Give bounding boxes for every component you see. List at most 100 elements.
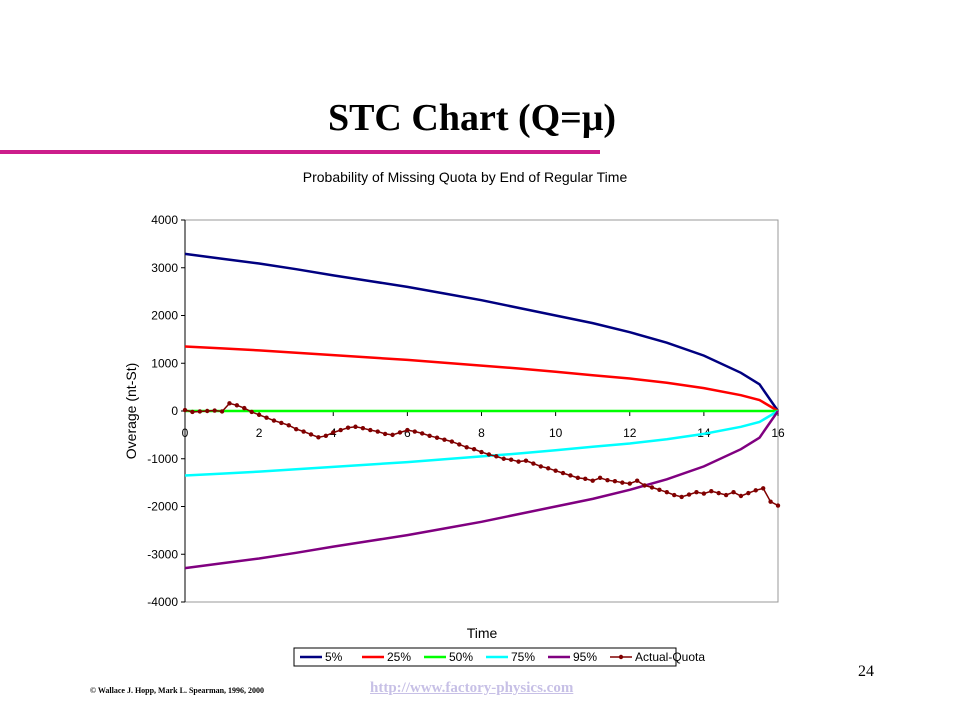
data-point <box>464 445 469 450</box>
series-line-25- <box>184 345 779 413</box>
data-point <box>264 415 269 420</box>
data-point <box>664 489 670 495</box>
data-point <box>382 431 388 437</box>
slide-title-symbol: μ <box>581 97 604 139</box>
data-point <box>634 478 640 483</box>
data-point <box>694 489 699 495</box>
data-point <box>709 489 714 494</box>
data-point <box>760 486 766 491</box>
data-point <box>553 468 558 473</box>
data-point <box>279 420 284 426</box>
legend-label: 25% <box>387 650 411 664</box>
chart-title: Probability of Missing Quota by End of R… <box>303 169 628 185</box>
legend-box <box>293 647 677 667</box>
data-point <box>449 439 455 444</box>
y-tick-label: 3000 <box>151 261 178 275</box>
data-point <box>442 437 447 442</box>
data-point <box>197 409 203 414</box>
data-point <box>316 435 321 440</box>
y-axis: 4000 3000 2000 1000 0 -1000 -2000 -3000 -4000 <box>147 213 186 609</box>
data-point <box>368 427 373 433</box>
data-point <box>531 461 536 466</box>
data-point <box>353 424 358 429</box>
data-point <box>753 488 758 493</box>
series-line-75- <box>184 409 779 477</box>
data-point <box>397 430 403 435</box>
y-tick-label: 1000 <box>151 356 178 370</box>
data-point <box>605 478 610 483</box>
data-point <box>182 407 188 413</box>
data-point <box>538 464 543 469</box>
data-point <box>523 458 529 463</box>
data-point <box>590 478 595 483</box>
slide-title-prefix: STC Chart (Q= <box>327 97 582 139</box>
data-point <box>301 429 306 434</box>
data-point <box>612 478 618 484</box>
data-point <box>620 480 625 485</box>
data-point <box>219 409 225 414</box>
website-link[interactable]: http://www.factory-physics.com <box>370 680 574 696</box>
data-point <box>775 503 781 508</box>
legend-label: 75% <box>511 650 535 664</box>
data-point <box>516 459 521 464</box>
data-point <box>190 409 195 415</box>
data-point <box>405 427 410 433</box>
data-point <box>716 490 721 496</box>
x-tick-label: 0 <box>182 426 189 440</box>
data-point <box>679 494 684 500</box>
data-point <box>738 493 744 499</box>
data-point <box>568 473 573 478</box>
data-point <box>701 491 707 496</box>
data-point <box>575 475 581 481</box>
data-point <box>331 430 336 435</box>
data-point <box>390 432 395 438</box>
legend-label: 95% <box>573 650 597 664</box>
data-point <box>657 487 662 492</box>
data-point <box>501 456 506 461</box>
legend-marker <box>618 654 624 660</box>
legend-label: 50% <box>449 650 473 664</box>
legend-label: 5% <box>325 650 343 664</box>
data-point <box>308 432 314 437</box>
y-tick-label: -1000 <box>147 452 178 466</box>
x-tick-label: 8 <box>478 426 485 440</box>
data-point <box>746 490 751 496</box>
slide-title-suffix: ) <box>603 97 617 139</box>
data-point <box>293 426 299 432</box>
data-point <box>672 492 677 498</box>
data-point <box>227 401 232 406</box>
data-point <box>649 485 655 490</box>
copyright-text: © Wallace J. Hopp, Mark L. Spearman, 199… <box>90 686 265 695</box>
x-tick-label: 2 <box>256 426 263 440</box>
data-point <box>212 408 217 413</box>
x-axis-label: Time <box>467 625 498 641</box>
series-line-5- <box>184 252 780 412</box>
data-point <box>686 492 692 497</box>
data-point <box>508 457 514 462</box>
data-point <box>546 466 551 471</box>
series-layer <box>182 252 781 570</box>
x-tick-label: 12 <box>623 426 637 440</box>
data-point <box>242 405 247 411</box>
data-point <box>560 470 566 476</box>
data-point <box>479 449 484 455</box>
data-point <box>249 409 254 415</box>
data-point <box>412 429 417 434</box>
legend-label: Actual-Quota <box>635 650 705 664</box>
data-point <box>627 481 632 486</box>
x-tick-label: 6 <box>404 426 411 440</box>
data-point <box>338 427 343 433</box>
data-point <box>731 489 736 495</box>
data-point <box>234 403 240 408</box>
data-point <box>420 431 425 436</box>
page-number: 24 <box>858 663 874 680</box>
data-point <box>597 475 603 481</box>
data-point <box>642 483 647 488</box>
y-tick-label: 4000 <box>151 213 178 227</box>
data-point <box>471 447 477 452</box>
y-tick-label: 0 <box>171 404 178 418</box>
title-underline <box>0 150 600 154</box>
y-axis-label: Overage (nt-St) <box>123 363 139 459</box>
x-tick-label: 16 <box>771 426 785 440</box>
